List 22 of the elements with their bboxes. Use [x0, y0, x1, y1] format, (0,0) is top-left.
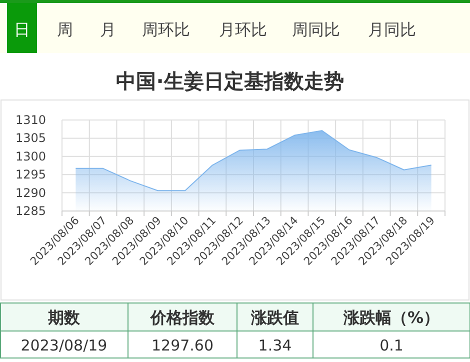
chart-title: 中国·生姜日定基指数走势: [116, 69, 344, 93]
text: 期数: [47, 308, 81, 327]
y-tick-label: 1300: [15, 149, 46, 164]
text: 周: [57, 20, 73, 39]
y-tick-label: 1310: [15, 113, 46, 127]
text: 日: [14, 20, 30, 39]
y-tick-label: 1305: [15, 131, 46, 146]
y-tick-label: 1295: [15, 168, 46, 182]
text: 2023/08/19: [20, 336, 108, 354]
text: 1.34: [258, 336, 292, 354]
text: 0.1: [380, 336, 404, 354]
text: 周同比: [292, 20, 340, 39]
y-tick-label: 1285: [15, 204, 46, 218]
text: 月环比: [219, 20, 267, 39]
text: 涨跌值: [250, 308, 299, 327]
text: 周环比: [142, 20, 190, 39]
text: 价格指数: [150, 308, 216, 327]
text: 涨跌幅（%）: [342, 308, 440, 327]
y-tick-label: 1290: [15, 186, 46, 200]
text: 月: [100, 20, 116, 39]
text: 月同比: [368, 20, 416, 39]
text: 1297.60: [151, 336, 214, 354]
